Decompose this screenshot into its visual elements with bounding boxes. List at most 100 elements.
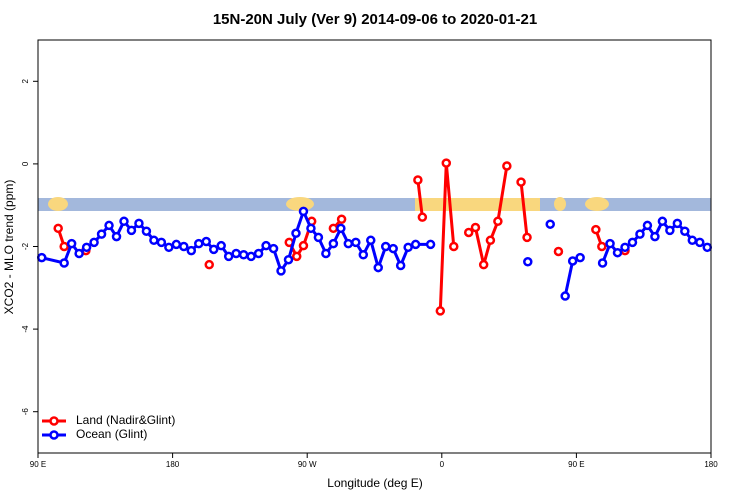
point: [612, 247, 623, 258]
y-tick-label: 2: [21, 79, 30, 84]
point: [591, 224, 601, 235]
point: [298, 240, 309, 251]
point: [597, 258, 608, 268]
point: [523, 257, 533, 267]
point: [59, 241, 69, 252]
point: [435, 306, 446, 316]
point: [36, 252, 47, 263]
point: [657, 216, 668, 227]
y-axis-label: XCO2 - MLO trend (ppm): [2, 180, 16, 315]
point: [238, 250, 249, 260]
point: [605, 238, 615, 249]
point: [59, 258, 69, 268]
point: [231, 248, 241, 259]
x-tick-label: 90 E: [30, 460, 46, 469]
point: [560, 291, 570, 301]
chart-title: 15N-20N July (Ver 9) 2014-09-06 to 2020-…: [213, 11, 537, 28]
point: [695, 237, 705, 248]
point: [493, 216, 503, 227]
point: [441, 158, 452, 168]
point: [208, 244, 219, 255]
point: [328, 238, 339, 249]
y-tick-label: -4: [21, 325, 30, 333]
point: [186, 245, 197, 256]
point: [81, 242, 92, 253]
point: [313, 232, 324, 243]
point: [680, 226, 690, 236]
point: [366, 235, 376, 246]
series-line: [58, 163, 625, 311]
point: [261, 240, 271, 251]
point: [156, 237, 167, 248]
point: [502, 161, 512, 171]
point: [553, 246, 564, 257]
point: [328, 223, 339, 234]
point: [283, 254, 294, 265]
point: [358, 250, 369, 260]
legend-label: Land (Nadir&Glint): [76, 413, 175, 427]
point: [478, 259, 489, 270]
point: [522, 232, 532, 243]
point: [642, 220, 653, 231]
point: [298, 206, 309, 217]
point: [635, 229, 645, 239]
point: [485, 235, 496, 246]
x-tick-label: 90 E: [568, 460, 584, 469]
y-tick-label: 0: [21, 161, 30, 166]
point: [171, 239, 182, 250]
point: [253, 248, 264, 259]
point: [321, 248, 331, 259]
x-tick-label: 180: [704, 460, 718, 469]
point: [74, 248, 84, 259]
point: [516, 177, 526, 187]
point: [126, 225, 137, 236]
point: [291, 228, 301, 239]
point: [575, 252, 585, 263]
point: [463, 227, 474, 238]
point: [53, 223, 63, 234]
point: [395, 260, 406, 271]
point: [665, 225, 675, 236]
point: [194, 238, 204, 249]
point: [567, 256, 578, 266]
point: [470, 222, 481, 233]
point: [388, 243, 398, 254]
point: [672, 218, 683, 229]
point: [89, 237, 99, 248]
point: [204, 259, 214, 270]
legend-marker: [49, 430, 59, 440]
point: [268, 243, 279, 254]
point: [149, 235, 159, 246]
point: [119, 216, 129, 227]
point: [104, 220, 114, 231]
point: [336, 214, 347, 224]
map-strip: [38, 197, 711, 211]
point: [343, 238, 354, 249]
point: [687, 235, 698, 246]
x-tick-label: 0: [440, 460, 445, 469]
point: [164, 242, 174, 253]
point: [545, 219, 555, 229]
point: [413, 175, 423, 185]
point: [141, 226, 152, 236]
point: [306, 223, 316, 234]
x-tick-label: 180: [166, 460, 180, 469]
point: [597, 241, 607, 252]
x-axis-label: Longitude (deg E): [327, 476, 422, 490]
legend-marker: [49, 416, 59, 426]
point: [291, 251, 302, 262]
point: [216, 240, 226, 251]
point: [134, 218, 144, 229]
point: [111, 231, 122, 242]
point: [336, 223, 346, 234]
point: [449, 241, 459, 252]
y-tick-label: -2: [21, 242, 30, 250]
point: [66, 238, 77, 249]
y-tick-label: -6: [21, 408, 30, 416]
point: [425, 239, 436, 250]
point: [650, 231, 660, 242]
legend-label: Ocean (Glint): [76, 427, 147, 441]
point: [276, 266, 286, 276]
point: [373, 262, 383, 273]
point: [96, 229, 107, 239]
